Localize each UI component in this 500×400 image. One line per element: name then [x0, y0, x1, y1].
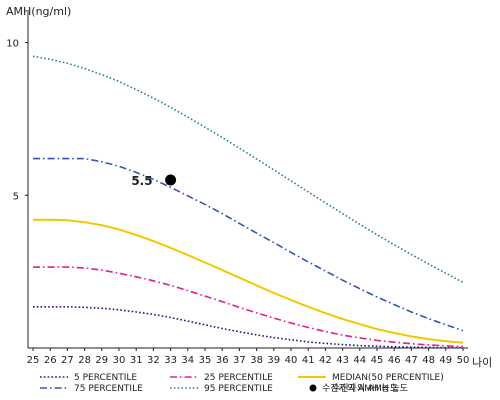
x-tick-label: 41 — [302, 355, 315, 366]
y-tick-label: 5 — [13, 191, 19, 202]
x-tick-label: 28 — [78, 355, 91, 366]
x-tick-label: 46 — [388, 355, 401, 366]
legend-dot-swatch — [309, 384, 317, 392]
y-ticks: 5 10 — [6, 39, 28, 202]
legend-label: 5 PERCENTILE — [74, 373, 137, 383]
y-tick-label: 10 — [6, 39, 19, 50]
x-tick-label: 47 — [405, 355, 418, 366]
series-line — [33, 218, 464, 344]
x-tick-label: 50 — [457, 355, 470, 366]
x-ticks: 25 26 27 28 29 30 31 32 33 34 35 36 37 38 39 40 41 42 43 44… — [27, 348, 470, 366]
legend-label: 75 PERCENTILE — [74, 384, 143, 394]
x-tick-label: 29 — [95, 355, 108, 366]
x-tick-label: 38 — [250, 355, 263, 366]
x-tick-label: 44 — [353, 355, 366, 366]
x-tick-label: 48 — [422, 355, 435, 366]
x-tick-label: 26 — [44, 355, 57, 366]
legend-label: 수진자의 AMH 농도 — [332, 383, 408, 394]
series-line — [33, 266, 464, 348]
legend-label: MEDIAN(50 PERCENTILE) — [332, 373, 444, 383]
x-tick-label: 33 — [164, 355, 177, 366]
legend-label: 25 PERCENTILE — [204, 373, 273, 383]
series-line — [32, 55, 464, 284]
x-tick-label: 39 — [267, 355, 280, 366]
x-tick-label: 45 — [371, 355, 384, 366]
axes: AMH(ng/ml) 나이 — [6, 5, 492, 369]
x-tick-label: 31 — [130, 355, 143, 366]
patient-value-label: 5.5 — [131, 174, 152, 188]
x-tick-label: 27 — [61, 355, 74, 366]
x-tick-label: 37 — [233, 355, 246, 366]
x-tick-label: 30 — [113, 355, 126, 366]
patient-marker: 5.5 — [131, 174, 177, 188]
patient-point — [165, 174, 177, 186]
x-tick-label: 36 — [216, 355, 229, 366]
x-tick-label: 32 — [147, 355, 160, 366]
legend-label: 수진자의 AMH 농도 — [322, 383, 398, 394]
x-tick-label: 49 — [439, 355, 452, 366]
series-line — [33, 157, 464, 332]
x-tick-label: 40 — [285, 355, 298, 366]
series-line — [33, 305, 463, 349]
x-axis-title: 나이 — [472, 356, 492, 369]
legend-label: 95 PERCENTILE — [204, 384, 273, 394]
x-tick-label: 42 — [319, 355, 332, 366]
x-tick-label: 25 — [27, 355, 40, 366]
x-tick-label: 34 — [181, 355, 194, 366]
y-axis-title: AMH(ng/ml) — [6, 5, 71, 18]
x-tick-label: 43 — [336, 355, 349, 366]
x-tick-label: 35 — [199, 355, 212, 366]
series-lines — [32, 55, 464, 349]
